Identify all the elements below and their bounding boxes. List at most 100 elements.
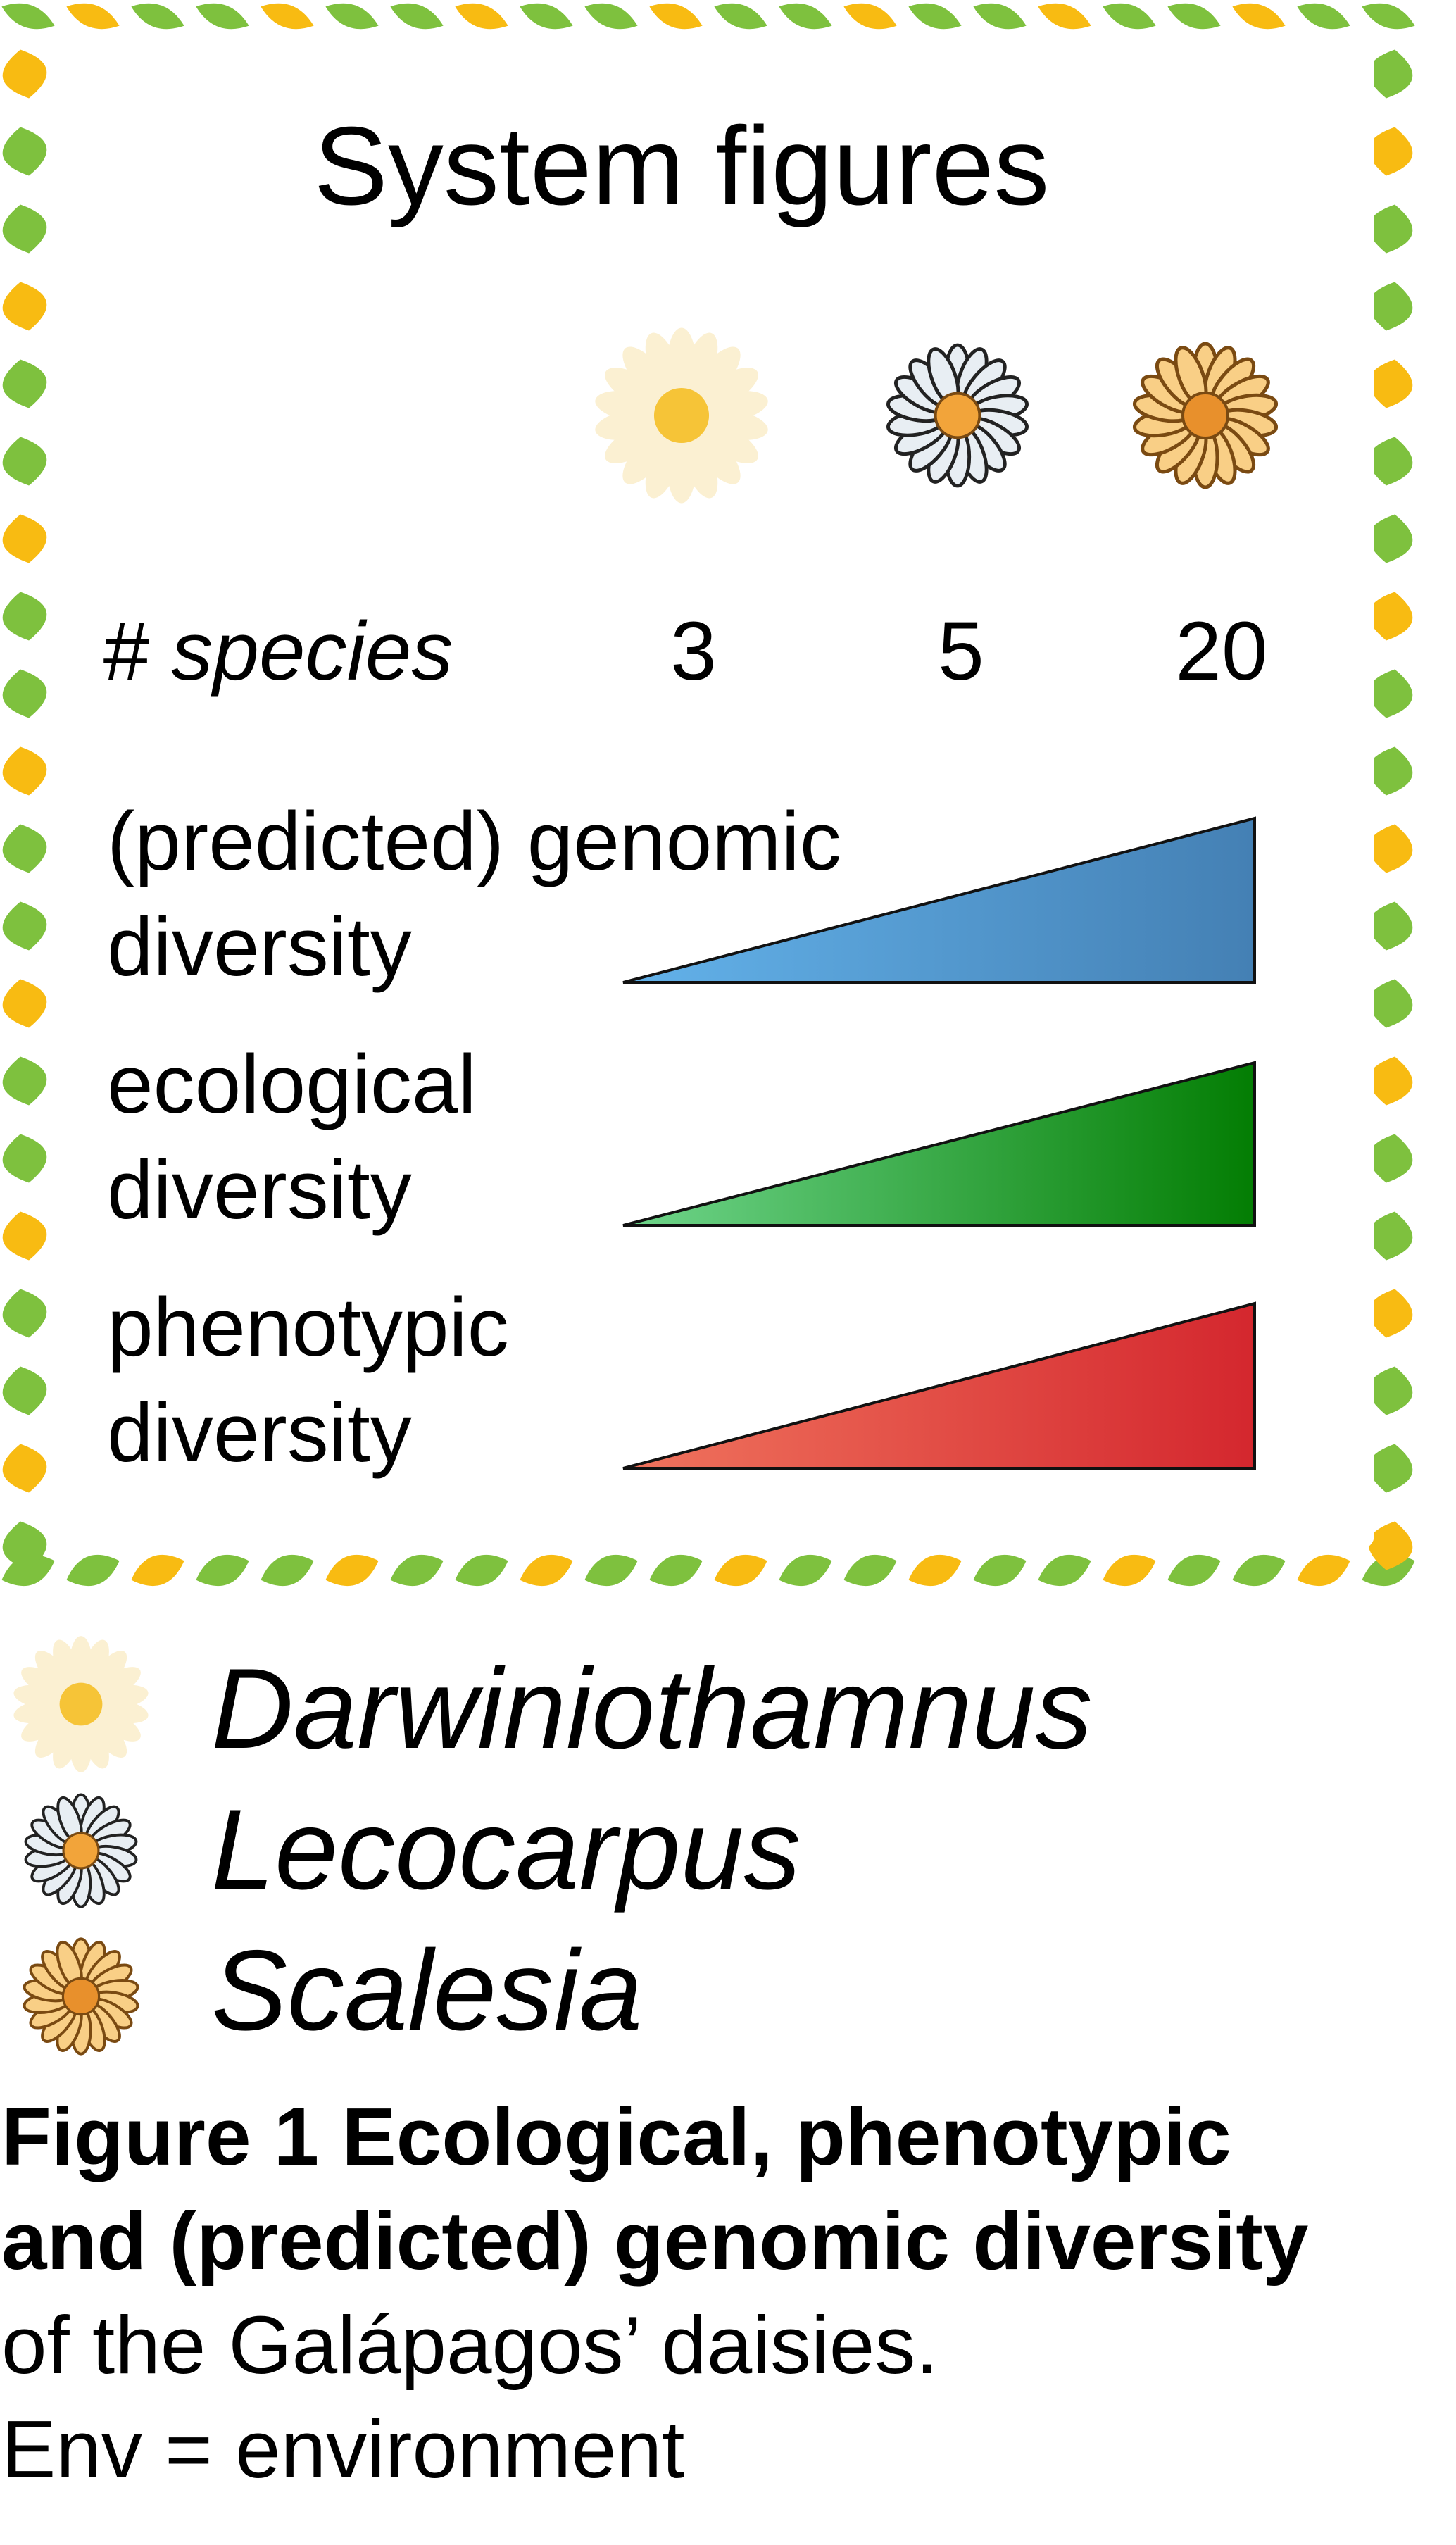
- genomic-diversity-label-line1: (predicted) genomic: [107, 795, 841, 888]
- species-count-label: # species: [102, 605, 453, 698]
- border-leaf: [2, 592, 47, 641]
- grey-daisy-icon: [886, 343, 1029, 488]
- border-leaf: [714, 1555, 767, 1586]
- border-leaf: [2, 1521, 47, 1570]
- white-daisy-icon: [595, 327, 768, 504]
- border-leaf: [325, 1555, 379, 1586]
- border-leaf: [1, 3, 55, 30]
- border-leaf: [1368, 1134, 1413, 1183]
- border-leaf: [1038, 1555, 1091, 1586]
- legend-white-daisy-petal: [53, 1715, 82, 1769]
- border-leaf: [2, 1366, 47, 1415]
- legend-grey-daisy-center: [62, 1832, 100, 1870]
- grey-daisy-center: [934, 392, 981, 439]
- genomic-diversity-wedge: [622, 816, 1256, 984]
- border-leaf: [1368, 592, 1413, 641]
- border-leaf: [1167, 1555, 1221, 1586]
- caption-title-line2: and (predicted) genomic diversity: [1, 2195, 1309, 2287]
- white-daisy-petal: [645, 332, 683, 401]
- species-count-scalesia: 20: [1175, 605, 1267, 698]
- border-leaf: [779, 3, 832, 30]
- border-leaf: [1297, 3, 1350, 30]
- border-leaf: [908, 3, 962, 30]
- phenotypic-diversity-wedge: [622, 1301, 1256, 1470]
- border-leaf: [2, 49, 47, 99]
- border-leaf: [2, 204, 47, 254]
- phenotypic-diversity-label-line1: phenotypic: [107, 1281, 509, 1374]
- border-leaf: [649, 3, 703, 30]
- ecological-diversity-wedge: [622, 1061, 1256, 1227]
- border-leaf: [2, 1289, 47, 1338]
- caption-body-line: of the Galápagos’ daisies.: [1, 2299, 939, 2391]
- ecological-diversity-label-line1: ecological: [107, 1038, 477, 1131]
- border-leaf: [1167, 3, 1221, 30]
- white-daisy-petal: [694, 419, 758, 463]
- border-leaf: [1368, 437, 1413, 486]
- white-daisy-center: [653, 387, 710, 444]
- legend-orange-daisy-center: [61, 1977, 101, 2016]
- legend-grey-daisy-icon: [24, 1793, 138, 1908]
- white-daisy-petal: [645, 430, 683, 499]
- border-leaf: [131, 1555, 184, 1586]
- caption-title-line1: Figure 1 Ecological, phenotypic: [1, 2091, 1231, 2182]
- border-leaf: [1232, 3, 1286, 30]
- border-leaf: [1368, 746, 1413, 796]
- border-leaf: [2, 359, 47, 408]
- border-leaf: [2, 824, 47, 873]
- orange-daisy-center: [1181, 392, 1229, 439]
- border-leaf: [973, 3, 1027, 30]
- border-leaf: [390, 3, 444, 30]
- border-leaf: [2, 514, 47, 563]
- legend-white-daisy-icon: [13, 1636, 149, 1772]
- phenotypic-diversity-label-line2: diversity: [107, 1387, 412, 1480]
- border-leaf: [2, 901, 47, 951]
- border-leaf: [66, 1555, 120, 1586]
- border-leaf: [455, 3, 508, 30]
- border-leaf: [131, 3, 184, 30]
- border-leaf: [2, 1211, 47, 1261]
- border-leaf: [2, 746, 47, 796]
- species-count-lecocarpus: 5: [938, 605, 984, 698]
- caption-abbreviation-line: Env = environment: [1, 2403, 685, 2495]
- border-leaf: [1368, 204, 1413, 254]
- legend-label-scalesia: Scalesia: [211, 1927, 642, 2054]
- border-leaf: [584, 3, 638, 30]
- border-leaf: [2, 1134, 47, 1183]
- legend-label-darwiniothamnus: Darwiniothamnus: [211, 1645, 1093, 1772]
- species-count-darwiniothamnus: 3: [670, 605, 717, 698]
- border-leaf: [714, 3, 767, 30]
- border-leaf: [584, 1555, 638, 1586]
- border-leaf: [1368, 669, 1413, 718]
- border-leaf: [1103, 3, 1156, 30]
- border-leaf: [1368, 824, 1413, 873]
- border-leaf: [2, 979, 47, 1028]
- border-leaf: [2, 127, 47, 176]
- legend-white-daisy-petal: [90, 1707, 141, 1742]
- border-leaf: [1368, 282, 1413, 331]
- border-leaf: [1368, 1211, 1413, 1261]
- border-leaf: [455, 1555, 508, 1586]
- border-leaf: [1368, 1056, 1413, 1106]
- border-leaf: [1368, 127, 1413, 176]
- border-leaf: [66, 3, 120, 30]
- clade-icons-row: [595, 327, 1279, 504]
- border-leaf: [196, 3, 249, 30]
- legend-orange-daisy-icon: [23, 1937, 139, 2056]
- border-leaf: [196, 1555, 249, 1586]
- figure-caption: Figure 1 Ecological, phenotypic and (pre…: [1, 2084, 1452, 2501]
- border-leaf: [325, 3, 379, 30]
- border-leaf: [1368, 514, 1413, 563]
- white-daisy-petal: [605, 368, 670, 412]
- border-leaf: [843, 1555, 897, 1586]
- border-leaf: [973, 1555, 1027, 1586]
- border-leaf: [1297, 1555, 1350, 1586]
- border-pattern: [1, 3, 1415, 1586]
- border-leaf: [1368, 1444, 1413, 1493]
- border-leaf: [1368, 49, 1413, 99]
- border-leaf: [390, 1555, 444, 1586]
- border-leaf: [1103, 1555, 1156, 1586]
- border-leaf: [1368, 1366, 1413, 1415]
- border-leaf: [2, 437, 47, 486]
- legend-white-daisy-petal: [53, 1639, 82, 1694]
